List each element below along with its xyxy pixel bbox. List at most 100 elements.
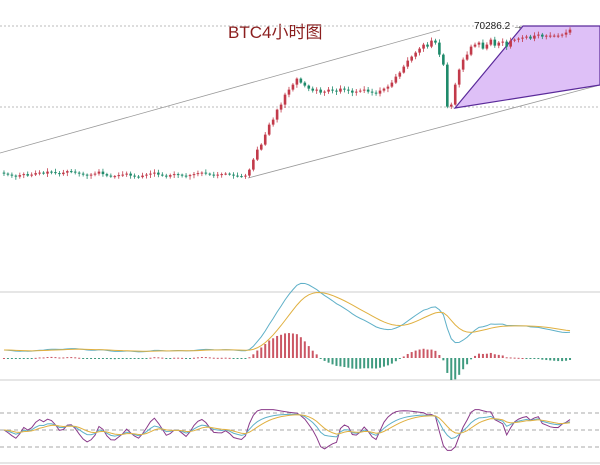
macd-histogram-bar <box>529 358 532 359</box>
kdj-d-line <box>3 414 571 436</box>
macd-histogram-bar <box>117 358 120 359</box>
candle-body <box>386 86 390 89</box>
macd-histogram-bar <box>386 358 389 366</box>
macd-histogram-bar <box>347 358 350 368</box>
macd-histogram-bar <box>521 357 524 359</box>
macd-histogram-bar <box>276 335 279 358</box>
macd-histogram-bar <box>284 333 287 358</box>
candle-body <box>505 41 508 47</box>
candle-body <box>97 171 101 174</box>
macd-histogram-bar <box>553 358 556 361</box>
candle-body <box>323 91 326 93</box>
macd-histogram-bar <box>185 358 188 359</box>
macd-histogram-bar <box>565 358 568 361</box>
macd-histogram-bar <box>422 348 425 358</box>
candle-body <box>180 174 184 176</box>
candle-body <box>176 174 180 176</box>
macd-histogram-bar <box>434 350 437 358</box>
candle-body <box>263 134 267 145</box>
candle-body <box>469 46 473 55</box>
candle-body <box>46 171 49 174</box>
macd-histogram-bar <box>450 358 453 381</box>
macd-histogram-bar <box>6 358 9 359</box>
candle-body <box>18 175 22 177</box>
macd-histogram-bar <box>371 358 374 369</box>
candle-body <box>2 172 6 174</box>
candle-body <box>291 84 295 90</box>
macd-histogram-bar <box>418 349 421 358</box>
candle-body <box>184 175 188 177</box>
macd-histogram-bar <box>351 358 354 369</box>
candle-body <box>354 91 358 93</box>
candle-body <box>161 174 164 176</box>
macd-histogram-bar <box>54 357 57 359</box>
macd-histogram-bar <box>541 358 544 360</box>
candle-body <box>113 176 117 178</box>
macd-histogram-bar <box>181 357 184 359</box>
candle-body <box>54 172 57 174</box>
macd-histogram-bar <box>375 358 378 369</box>
macd-histogram-bar <box>260 347 263 358</box>
macd-histogram-bar <box>454 358 457 380</box>
candle-body <box>442 54 445 65</box>
candle-body <box>461 59 465 70</box>
macd-histogram-bar <box>86 358 89 359</box>
macd-histogram-bar <box>398 358 401 359</box>
macd-histogram-bar <box>343 358 346 368</box>
candle-body <box>212 174 216 176</box>
candle-body <box>541 34 544 37</box>
macd-histogram-bar <box>394 358 397 362</box>
macd-histogram-bar <box>533 358 536 359</box>
candle-body <box>259 144 263 150</box>
candle-body <box>14 175 18 177</box>
macd-histogram-bar <box>252 354 255 358</box>
candle-body <box>192 174 196 176</box>
candle-body <box>200 172 204 174</box>
candle-body <box>347 89 350 91</box>
macd-histogram-bar <box>82 358 85 359</box>
candle-body <box>117 175 121 177</box>
candle-body <box>157 172 160 175</box>
macd-histogram-bar <box>62 357 65 359</box>
macd-histogram-bar <box>303 341 306 358</box>
macd-histogram-bar <box>42 357 45 359</box>
candle-body <box>196 173 200 175</box>
pattern-triangle <box>453 25 600 109</box>
candle-body <box>509 40 512 47</box>
macd-histogram-bar <box>474 355 477 358</box>
candle-body <box>473 44 477 47</box>
macd-histogram-bar <box>248 357 251 359</box>
candle-body <box>228 173 231 175</box>
candle-body <box>552 35 556 37</box>
macd-histogram-bar <box>149 357 152 359</box>
macd-histogram-bar <box>18 358 21 359</box>
macd-histogram-bar <box>204 357 207 359</box>
macd-histogram-bar <box>10 358 13 359</box>
candle-body <box>489 39 493 45</box>
candle-body <box>236 175 239 177</box>
candle-body <box>529 36 532 39</box>
candle-body <box>426 44 429 47</box>
macd-histogram-bar <box>462 358 465 370</box>
macd-histogram-bar <box>157 357 160 359</box>
candle-body <box>481 42 485 49</box>
macd-histogram-bar <box>129 358 132 359</box>
candle-body <box>343 88 346 90</box>
macd-histogram-bar <box>446 358 449 373</box>
macd-histogram-bar <box>208 357 211 359</box>
candle-body <box>414 52 417 57</box>
candle-body <box>501 41 505 43</box>
candle-body <box>327 89 330 92</box>
macd-histogram-bar <box>22 358 25 359</box>
macd-histogram-bar <box>327 358 330 363</box>
macd-histogram-bar <box>192 357 195 359</box>
candle-body <box>279 104 283 110</box>
candle-body <box>390 82 394 87</box>
candle-body <box>457 69 461 85</box>
macd-histogram-bar <box>14 358 17 359</box>
candle-body <box>513 39 516 41</box>
macd-histogram-bar <box>145 358 148 359</box>
candle-body <box>10 174 14 176</box>
macd-histogram-bar <box>224 357 227 359</box>
candle-body <box>382 88 386 91</box>
